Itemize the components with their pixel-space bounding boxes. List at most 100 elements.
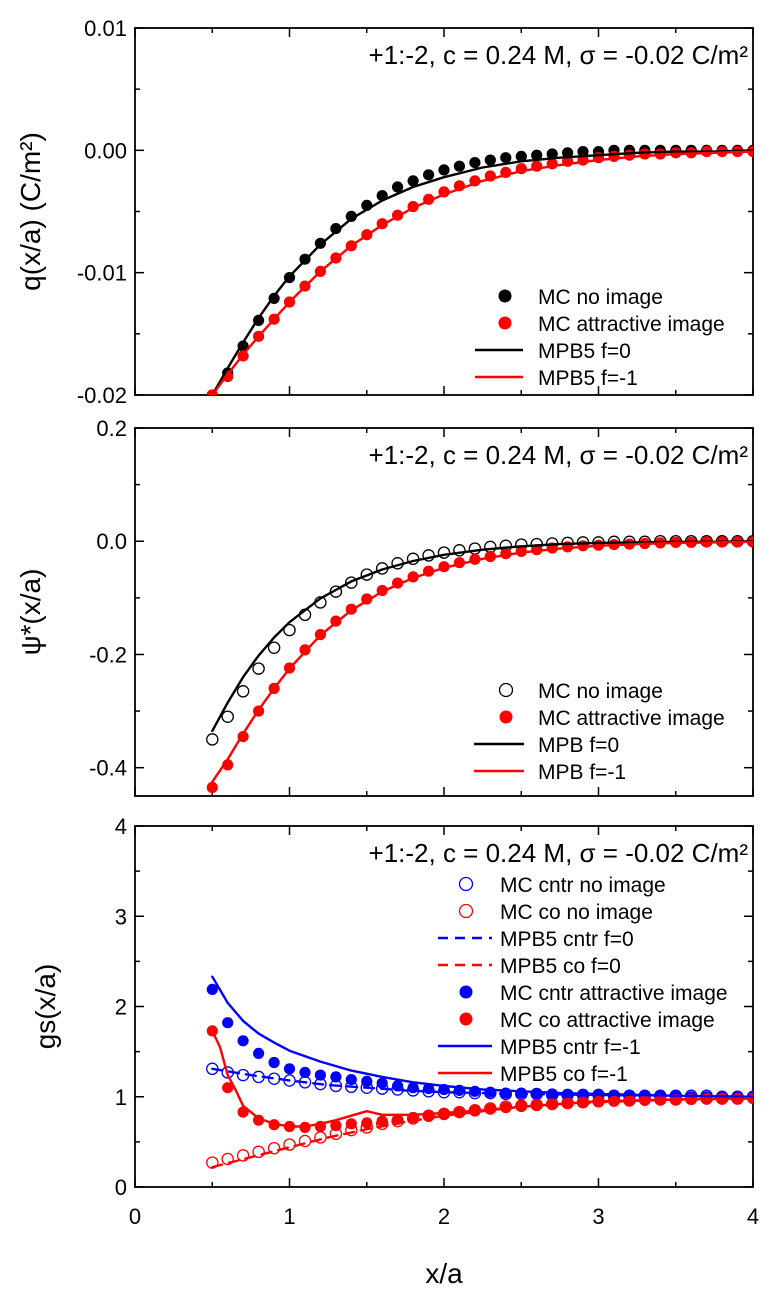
point-mc-cntr-attractive-image xyxy=(376,1077,388,1089)
legend: MC cntr no image MC co no image MPB5 cntr … xyxy=(438,874,728,1086)
series-line-mpb-f-0 xyxy=(211,540,753,733)
point-mc-no-image xyxy=(423,169,435,181)
y-axis-label: gs(x/a) xyxy=(30,964,61,1050)
point-mc-no-image xyxy=(252,662,265,675)
y-tick-label: 1 xyxy=(115,1085,127,1110)
legend-label: MC co attractive image xyxy=(500,1009,715,1032)
point-mc-no-image xyxy=(345,576,358,589)
x-tick-label: 3 xyxy=(592,1204,604,1229)
point-mc-cntr-attractive-image xyxy=(283,1063,296,1075)
legend: MC no image MC attractive image MPB5 f=0 MP… xyxy=(475,286,725,390)
y-tick-label: 2 xyxy=(115,995,127,1020)
panel-psi: -0.4 -0.2 0.0 0.2 ψ*(x/a) +1:-2, c = 0.24 M, … xyxy=(15,416,754,797)
legend-label: MC attractive image xyxy=(538,313,725,336)
series-line-mpb5-f-1 xyxy=(211,150,753,395)
x-tick-label: 0 xyxy=(129,1204,141,1229)
legend-marker-mc-no-image xyxy=(498,682,514,698)
point-mc-cntr-attractive-image xyxy=(392,1080,404,1092)
point-mc-cntr-attractive-image xyxy=(237,1035,249,1047)
y-tick-label: 3 xyxy=(115,904,127,929)
legend-label: MPB f=-1 xyxy=(538,761,626,784)
legend-marker-mc-co-attractive-image xyxy=(459,1012,473,1026)
legend-label: MC no image xyxy=(538,286,663,309)
plot-area xyxy=(206,144,753,395)
point-mc-co-no-image xyxy=(267,1141,281,1155)
series-line-mpb5-co-f-1 xyxy=(211,1029,753,1128)
point-mc-attractive-image xyxy=(608,150,620,162)
y-tick-label: 0.0 xyxy=(96,529,127,554)
panel-q: -0.02 -0.01 0.00 0.01 q(x/a) (C/m²) +1:-2, c … xyxy=(15,16,754,408)
panel-annotation: +1:-2, c = 0.24 M, σ = -0.02 C/m² xyxy=(369,440,749,470)
point-mc-no-image xyxy=(531,149,543,161)
legend-label: MC co no image xyxy=(500,901,653,924)
point-mc-no-image xyxy=(484,540,497,554)
panel-annotation: +1:-2, c = 0.24 M, σ = -0.02 C/m² xyxy=(369,40,749,70)
legend-marker-mc-no-image xyxy=(498,289,512,303)
y-tick-label: 0.2 xyxy=(96,416,127,441)
legend-marker-mc-co-no-image xyxy=(458,903,474,919)
plot-frame xyxy=(134,427,754,797)
series-line-mpb5-f-0 xyxy=(211,149,753,395)
point-mc-no-image xyxy=(283,623,296,637)
point-mc-cntr-attractive-image xyxy=(345,1074,357,1086)
point-mc-co-attractive-image xyxy=(222,1082,234,1094)
point-mc-co-no-image xyxy=(283,1138,296,1151)
point-mc-no-image xyxy=(468,542,482,555)
point-mc-no-image xyxy=(330,223,342,235)
y-axis-label: q(x/a) (C/m²) xyxy=(15,132,46,291)
point-mc-no-image xyxy=(577,146,589,158)
point-mc-co-no-image xyxy=(236,1149,250,1162)
point-mc-cntr-attractive-image xyxy=(268,1056,280,1069)
point-mc-no-image xyxy=(422,549,435,562)
series-line-mpb-f-1 xyxy=(211,540,753,783)
point-mc-cntr-attractive-image xyxy=(206,983,218,996)
point-mc-cntr-attractive-image xyxy=(407,1082,419,1094)
point-mc-cntr-attractive-image xyxy=(484,1086,496,1098)
legend-label: MC cntr attractive image xyxy=(500,982,728,1005)
point-mc-cntr-attractive-image xyxy=(500,1087,512,1099)
point-mc-co-attractive-image xyxy=(376,1115,388,1127)
point-mc-no-image xyxy=(267,641,281,654)
point-mc-no-image xyxy=(469,157,481,169)
y-tick-label: -0.01 xyxy=(77,261,127,286)
point-mc-co-no-image xyxy=(221,1152,234,1166)
x-axis-label: x/a xyxy=(425,1258,463,1289)
legend-marker-mc-cntr-no-image xyxy=(458,876,474,892)
legend-marker-mc-attractive-image xyxy=(498,316,512,330)
point-mc-no-image xyxy=(360,568,374,581)
point-mc-no-image xyxy=(407,175,419,187)
point-mc-no-image xyxy=(515,150,527,162)
legend: MC no image MC attractive image MPB f=0 MPB… xyxy=(474,680,725,784)
point-mc-cntr-attractive-image xyxy=(531,1088,543,1100)
y-tick-label: 0.00 xyxy=(84,138,127,163)
plot-area xyxy=(206,975,753,1169)
point-mc-no-image xyxy=(392,181,404,193)
y-tick-label: -0.4 xyxy=(89,756,127,781)
plot-frame xyxy=(134,27,754,396)
point-mc-no-image xyxy=(546,148,558,160)
point-mc-co-attractive-image xyxy=(423,1110,435,1122)
point-mc-cntr-attractive-image xyxy=(546,1088,558,1100)
point-mc-no-image xyxy=(453,544,466,557)
point-mc-co-attractive-image xyxy=(345,1118,357,1130)
y-tick-label: -0.2 xyxy=(89,642,127,667)
point-mc-cntr-attractive-image xyxy=(361,1075,373,1087)
panel-annotation: +1:-2, c = 0.24 M, σ = -0.02 C/m² xyxy=(369,838,749,868)
point-mc-cntr-attractive-image xyxy=(299,1066,311,1078)
point-mc-cntr-attractive-image xyxy=(253,1047,265,1059)
point-mc-co-no-image xyxy=(252,1145,265,1159)
y-tick-label: -0.02 xyxy=(77,383,127,408)
point-mc-no-image xyxy=(484,154,496,166)
legend-label: MPB5 cntr f=0 xyxy=(500,928,634,951)
y-tick-label: 4 xyxy=(115,814,127,839)
point-mc-no-image xyxy=(206,733,219,746)
point-mc-co-attractive-image xyxy=(361,1117,373,1129)
series-line-mpb5-cntr-f-1 xyxy=(211,975,753,1099)
legend-label: MC no image xyxy=(538,680,663,703)
point-mc-co-attractive-image xyxy=(330,1120,342,1132)
point-mc-cntr-attractive-image xyxy=(330,1071,342,1083)
y-axis-label: ψ*(x/a) xyxy=(15,569,46,656)
panel-gs: 0 1 2 3 4 gs(x/a) +1:-2, c = 0.24 M, σ = -0.02… xyxy=(30,814,754,1200)
point-mc-no-image xyxy=(453,160,465,172)
